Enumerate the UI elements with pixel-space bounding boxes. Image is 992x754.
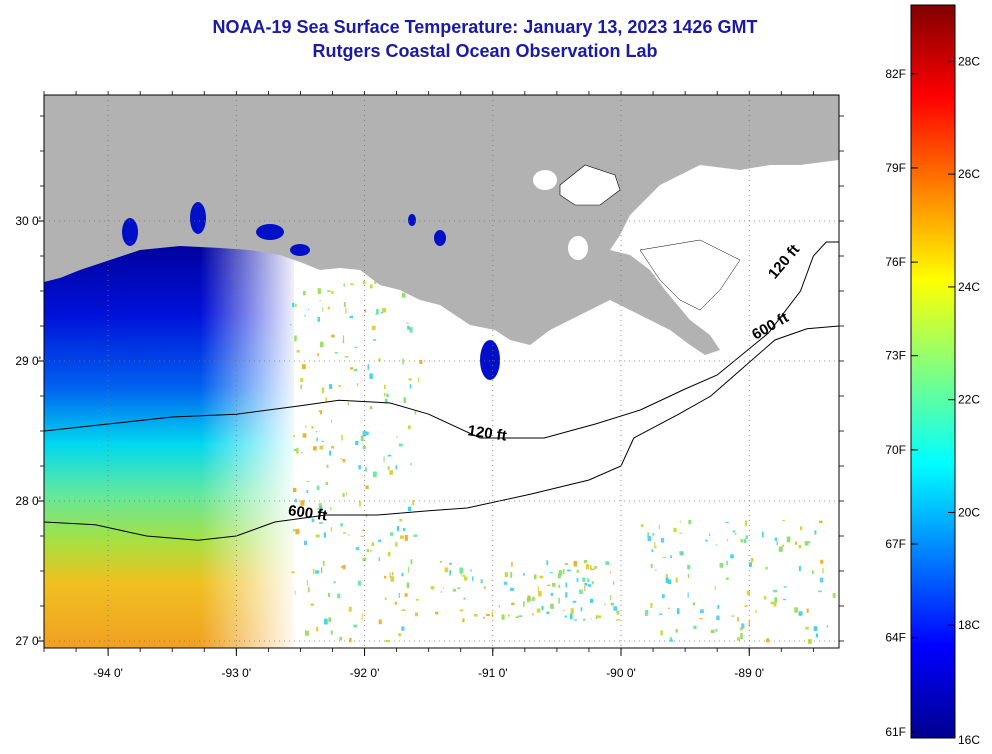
colorbar-c-label: 20C bbox=[958, 505, 980, 519]
sst-patch bbox=[408, 214, 416, 226]
depth-contour-line bbox=[44, 241, 839, 439]
sst-patch bbox=[434, 230, 446, 246]
lon-tick-label: -90 0' bbox=[606, 666, 636, 680]
contour-label: 600 ft bbox=[287, 502, 328, 524]
colorbar-c-label: 16C bbox=[958, 733, 980, 747]
lon-tick-label: -94 0' bbox=[93, 666, 123, 680]
contour-label: 120 ft bbox=[467, 422, 508, 444]
colorbar-c-label: 18C bbox=[958, 618, 980, 632]
sst-patch bbox=[480, 340, 500, 380]
sst-patch bbox=[256, 224, 284, 240]
graticule bbox=[44, 95, 839, 648]
delta-marsh bbox=[639, 239, 741, 311]
colorbar-f-label: 76F bbox=[885, 255, 906, 269]
lake bbox=[568, 236, 588, 260]
map-subtitle: Rutgers Coastal Ocean Observation Lab bbox=[312, 41, 658, 61]
colorbar bbox=[910, 4, 956, 739]
lon-tick-label: -93 0' bbox=[222, 666, 252, 680]
lat-tick-label: 28 0' bbox=[15, 494, 41, 508]
lat-tick-label: 30 0' bbox=[15, 214, 41, 228]
sst-data-fade bbox=[200, 240, 300, 648]
lon-tick-label: -92 0' bbox=[350, 666, 380, 680]
colorbar-f-label: 79F bbox=[885, 161, 906, 175]
colorbar-f-label: 70F bbox=[885, 443, 906, 457]
colorbar-f-label: 61F bbox=[885, 725, 906, 739]
lake bbox=[533, 170, 557, 190]
sst-patch bbox=[290, 244, 310, 256]
lon-tick-label: -91 0' bbox=[478, 666, 508, 680]
map-title: NOAA-19 Sea Surface Temperature: January… bbox=[212, 17, 758, 37]
colorbar-c-label: 26C bbox=[958, 167, 980, 181]
colorbar-c-label: 22C bbox=[958, 393, 980, 407]
land-mass bbox=[44, 95, 839, 355]
lat-tick-label: 27 0' bbox=[15, 634, 41, 648]
lake bbox=[559, 164, 621, 206]
lon-tick-label: -89 0' bbox=[734, 666, 764, 680]
sst-patch bbox=[122, 218, 138, 246]
colorbar-f-label: 82F bbox=[885, 67, 906, 81]
colorbar-labels: 82F 79F 76F 73F 70F 67F 64F 61F 28C 26C 24C 22C 20C 1… bbox=[885, 54, 980, 747]
colorbar-c-label: 24C bbox=[958, 280, 980, 294]
sst-patch bbox=[190, 202, 206, 234]
plot-frame bbox=[43, 94, 840, 649]
colorbar-f-label: 64F bbox=[885, 631, 906, 645]
colorbar-f-label: 67F bbox=[885, 537, 906, 551]
colorbar-f-label: 73F bbox=[885, 349, 906, 363]
sst-data-scatter bbox=[290, 280, 836, 644]
map-axes: -94 0' -93 0' -92 0' -91 0' -90 0' -89 0' 27 0… bbox=[15, 91, 844, 680]
lat-tick-label: 29 0' bbox=[15, 354, 41, 368]
colorbar-c-label: 28C bbox=[958, 54, 980, 68]
